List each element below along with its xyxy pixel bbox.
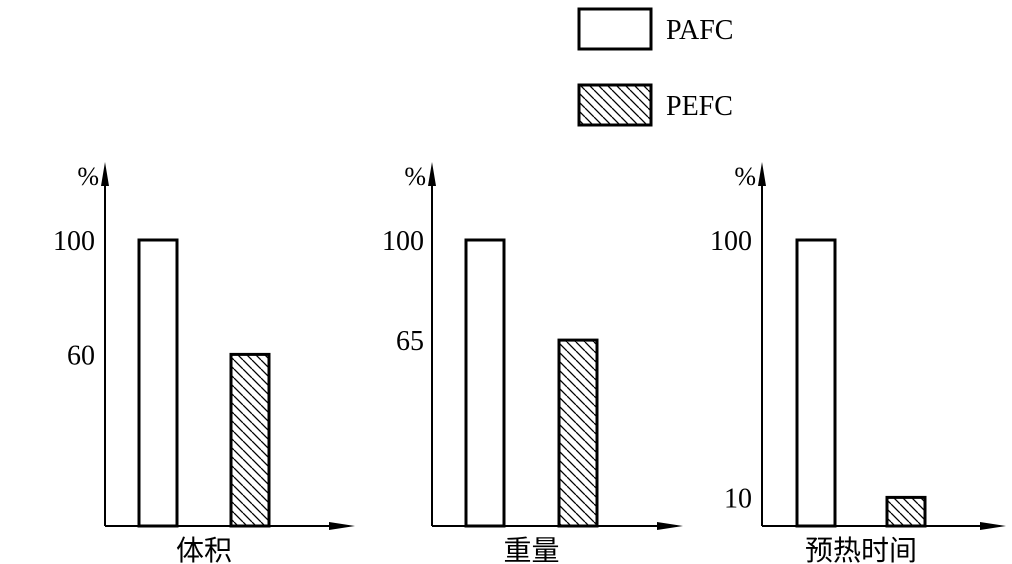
y-axis-unit-label: % xyxy=(77,162,99,191)
bar-pefc xyxy=(885,495,927,528)
chart-panels: % 100 60 体积% 100 65 重量% 100 10 预热时间 xyxy=(53,162,1006,564)
bar-pefc xyxy=(229,352,271,528)
category-label: 体积 xyxy=(176,534,232,564)
chart-panel-3: % 100 10 预热时间 xyxy=(710,162,1006,564)
y-axis-unit-label: % xyxy=(404,162,426,191)
category-label: 预热时间 xyxy=(805,534,917,564)
bar-pafc xyxy=(464,238,506,528)
y-tick-label: 100 xyxy=(53,226,95,257)
legend-swatch-pefc xyxy=(577,83,653,127)
legend-swatch-pafc xyxy=(577,7,653,51)
x-axis-arrow xyxy=(657,522,683,530)
y-axis-arrow xyxy=(101,162,109,186)
y-tick-label: 65 xyxy=(396,326,424,357)
y-axis-unit-label: % xyxy=(734,162,756,191)
bar-pefc xyxy=(557,338,599,528)
legend-label-pafc: PAFC xyxy=(666,15,733,46)
y-tick-label: 10 xyxy=(724,483,752,514)
legend-label-pefc: PEFC xyxy=(666,91,733,122)
x-axis-arrow xyxy=(329,522,355,530)
legend: PAFC PEFC xyxy=(577,7,733,127)
chart-panel-2: % 100 65 重量 xyxy=(382,162,683,564)
y-tick-label: 60 xyxy=(67,340,95,371)
chart-panel-1: % 100 60 体积 xyxy=(53,162,355,564)
y-axis-arrow xyxy=(428,162,436,186)
bar-pafc xyxy=(137,238,179,528)
y-tick-label: 100 xyxy=(710,226,752,257)
category-label: 重量 xyxy=(503,534,559,564)
y-tick-label: 100 xyxy=(382,226,424,257)
x-axis-arrow xyxy=(980,522,1006,530)
bar-pafc xyxy=(795,238,837,528)
y-axis-arrow xyxy=(758,162,766,186)
